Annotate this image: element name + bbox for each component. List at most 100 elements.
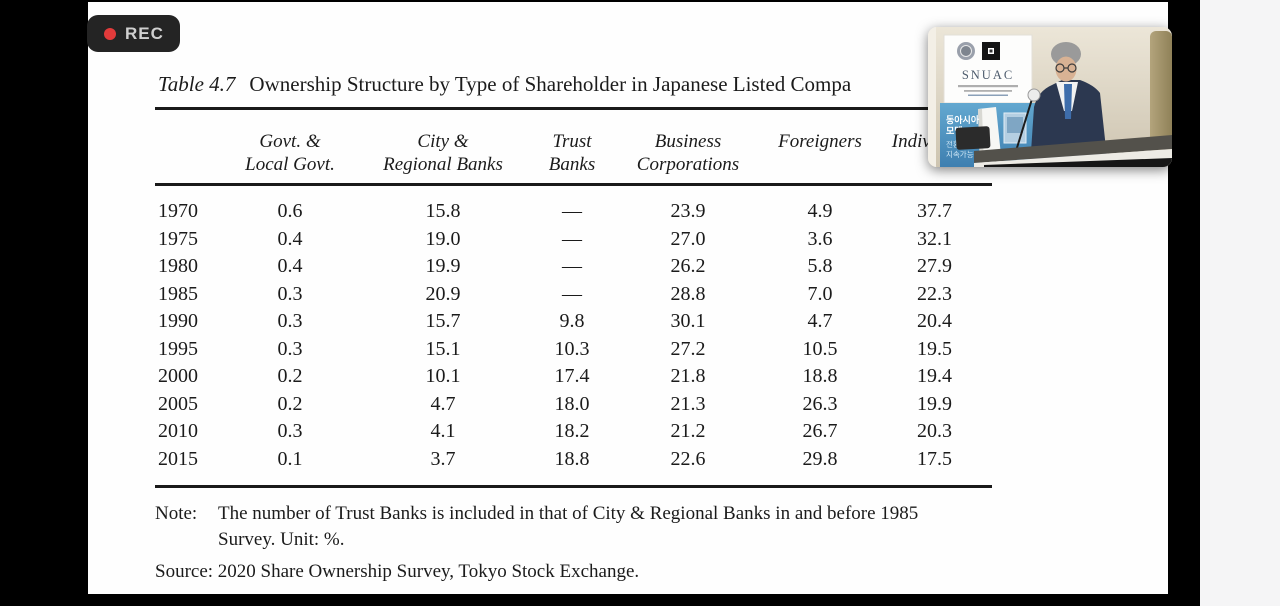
column-header: City & Regional Banks [355,130,531,176]
column-header: Govt. & Local Govt. [225,130,355,176]
table-cell: 0.2 [277,365,303,388]
table-row: 2015 0.1 3.7 18.8 22.6 29.8 17.5 [155,446,992,474]
table-row: 2010 0.3 4.1 18.2 21.2 26.7 20.3 [155,418,992,446]
podium-top-edge [974,135,1172,163]
table-cell: 20.9 [425,282,461,305]
rec-indicator[interactable]: REC [87,15,180,52]
note-label: Note: [155,503,198,524]
table-cell: 10.3 [554,337,590,360]
table-row: 1980 0.4 19.9 — 26.2 5.8 27.9 [155,253,992,281]
table-row: 2000 0.2 10.1 17.4 21.8 18.8 19.4 [155,363,992,391]
table-cell: 20.3 [917,420,952,443]
header-line: Banks [548,154,596,175]
presenter-video-overlay[interactable]: SNUAC 동아시아 모델 전환과 지속가능성 [928,27,1172,167]
face [1055,56,1077,82]
year-cell: 1980 [158,255,198,278]
column-header: Business Corporations [613,130,763,176]
table-cell: 4.9 [807,200,833,223]
table-cell: 7.0 [807,282,833,305]
table-cell: 19.4 [917,365,952,388]
table-cell: 19.5 [917,337,952,360]
wall-edge [928,27,936,167]
table-row: 1995 0.3 15.1 10.3 27.2 10.5 19.5 [155,336,992,364]
table-note: Note: The number of Trust Banks is includ… [155,503,918,525]
podium-base [984,158,1172,167]
column-header: Foreigners [763,130,877,176]
table-cell: 3.7 [430,447,456,470]
header-line: Foreigners [778,131,862,152]
table-cell: 4.7 [807,310,833,333]
table-cell: 18.8 [554,447,590,470]
header-line: Local Govt. [245,154,335,175]
table-cell: 27.2 [670,337,706,360]
table-cell: — [562,255,582,278]
table-title: Table 4.7 Ownership Structure by Type of … [158,72,851,97]
laptop [955,126,991,150]
header-line: City & [417,131,469,152]
table-cell: 5.8 [807,255,833,278]
table-cell: 22.3 [917,282,952,305]
header-line: Trust [552,131,592,152]
table-row: 1975 0.4 19.0 — 27.0 3.6 32.1 [155,226,992,254]
table-cell: 15.8 [425,200,461,223]
table-number: Table 4.7 [158,72,236,96]
presenter-scene: SNUAC 동아시아 모델 전환과 지속가능성 [928,27,1172,167]
table-header-row: Govt. & Local Govt. City & Regional Bank… [155,110,992,183]
table-cell: 26.3 [802,392,838,415]
poster-text-line1: 동아시아 [946,114,980,126]
table-rule-top [155,107,992,110]
year-cell: 2005 [158,392,198,415]
table-cell: 0.4 [277,255,303,278]
table-cell: — [562,282,582,305]
ownership-table: Govt. & Local Govt. City & Regional Bank… [155,107,992,488]
header-line: Corporations [636,154,740,175]
note-text: The number of Trust Banks is included in… [218,503,919,524]
tie [1064,84,1072,119]
year-cell: 2000 [158,365,198,388]
table-cell: — [562,200,582,223]
table-cell: 30.1 [670,310,706,333]
table-cell: 20.4 [917,310,952,333]
table-source: Source: 2020 Share Ownership Survey, Tok… [155,561,640,582]
table-cell: 17.4 [554,365,590,388]
table-cell: 3.6 [807,227,833,250]
table-cell: 18.0 [554,392,590,415]
table-cell: 19.9 [425,255,461,278]
table-rule-bottom [155,485,992,488]
year-cell: 1995 [158,337,198,360]
table-cell [155,130,225,176]
android-nav-bar [1200,0,1280,606]
table-cell: 21.3 [670,392,706,415]
header-line: Govt. & [259,131,321,152]
snuac-banner: SNUAC [943,34,1033,104]
table-cell: 18.2 [554,420,590,443]
table-rule-mid [155,183,992,186]
year-cell: 1975 [158,227,198,250]
table-row: 1985 0.3 20.9 — 28.8 7.0 22.3 [155,281,992,309]
table-row: 1970 0.6 15.8 — 23.9 4.9 37.7 [155,198,992,226]
table-cell: 15.7 [425,310,461,333]
table-cell: 21.8 [670,365,706,388]
table-cell: 19.0 [425,227,461,250]
table-note-continued: Survey. Unit: %. [218,529,345,550]
header-line: Business [654,131,722,152]
glasses-icon [1055,63,1077,73]
year-cell: 1985 [158,282,198,305]
table-cell: 0.6 [277,200,303,223]
table-cell: 19.9 [917,392,952,415]
year-cell: 1990 [158,310,198,333]
table-row: 2005 0.2 4.7 18.0 21.3 26.3 19.9 [155,391,992,419]
table-cell: 28.8 [670,282,706,305]
table-cell: 0.4 [277,227,303,250]
wooden-pillar [1150,31,1172,163]
table-cell: 23.9 [670,200,706,223]
table-cell: 15.1 [425,337,461,360]
table-cell: 32.1 [917,227,952,250]
table-cell: 4.1 [430,420,456,443]
year-cell: 1970 [158,200,198,223]
table-cell: 0.3 [277,310,303,333]
poster-text-line4: 지속가능성 [946,150,981,159]
table-cell: 4.7 [430,392,456,415]
rec-label: REC [125,23,164,43]
